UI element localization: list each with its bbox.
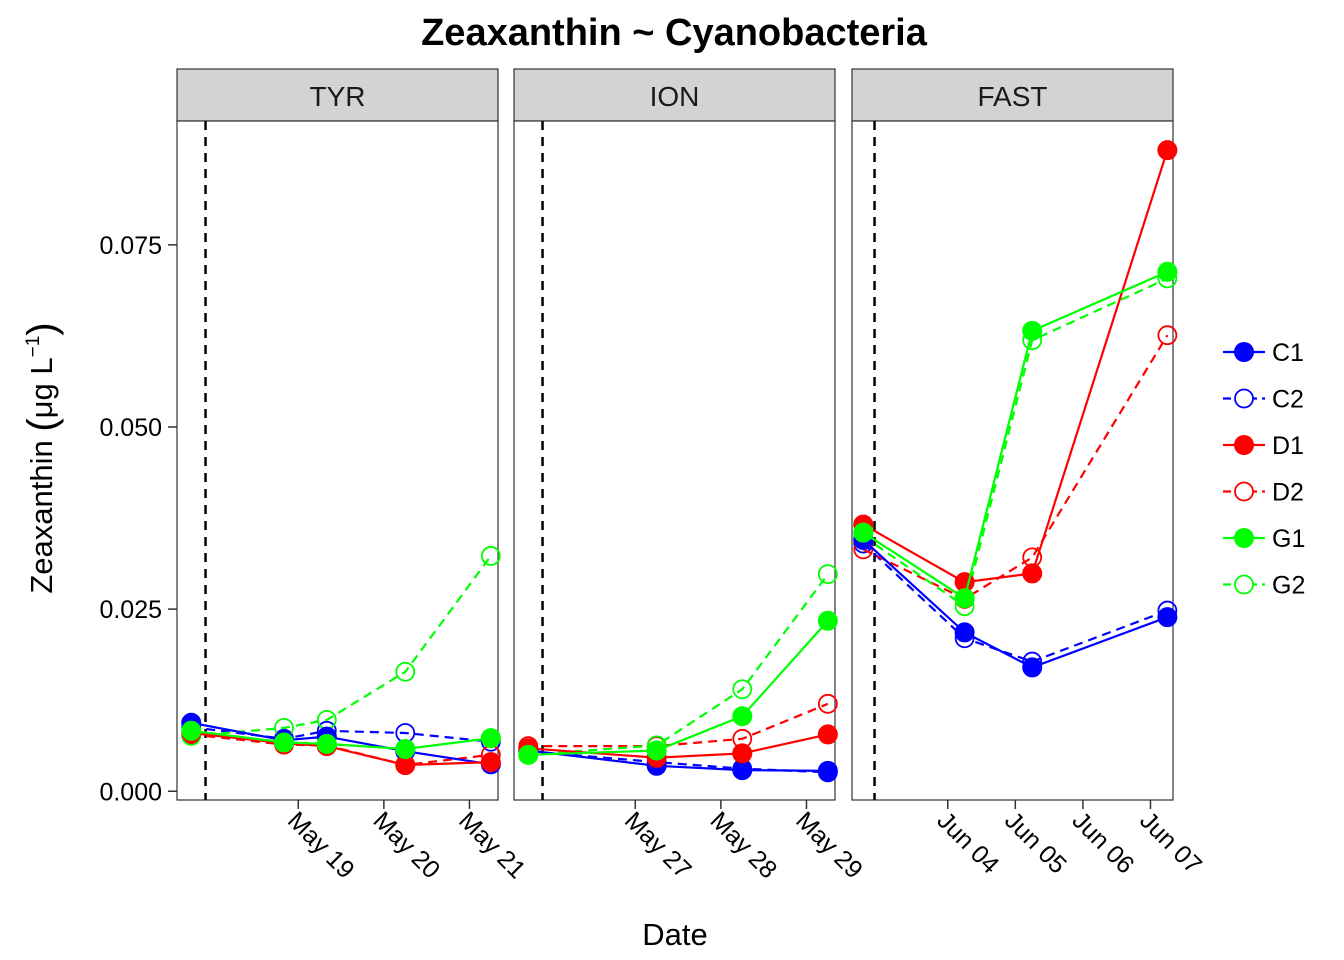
data-point-g1 bbox=[395, 739, 416, 760]
panel-ion: ION May 27 May 28 May 29 bbox=[513, 68, 868, 884]
data-point-g2 bbox=[395, 661, 416, 682]
y-tick-label: 0.000 bbox=[99, 778, 162, 806]
data-point-g2 bbox=[480, 546, 501, 566]
legend-label: C2 bbox=[1272, 386, 1304, 414]
strip-background bbox=[851, 68, 1174, 122]
data-point-g1 bbox=[1157, 261, 1178, 282]
y-axis-title-main: Zeaxanthin bbox=[24, 432, 59, 594]
y-axis-title-unit: μg L bbox=[24, 357, 59, 418]
chart-title: Zeaxanthin ~ Cyanobacteria bbox=[421, 12, 928, 54]
legend-key-point bbox=[1234, 342, 1254, 362]
panels: TYR May 19 May 20 May 21 ION May 27 May 28 May … bbox=[176, 68, 1207, 884]
x-tick-label: May 21 bbox=[453, 806, 531, 884]
y-axis-title-close-paren: ) bbox=[20, 322, 64, 335]
legend-key-point bbox=[1234, 388, 1254, 409]
x-tick-label: May 19 bbox=[282, 806, 360, 884]
legend-label: G2 bbox=[1272, 572, 1305, 600]
x-tick-label: May 20 bbox=[368, 806, 446, 884]
panel-border bbox=[513, 120, 836, 801]
data-point-d2 bbox=[817, 693, 838, 714]
x-tick-label: Jun 06 bbox=[1067, 806, 1140, 879]
legend: C1 C2 D1 D2 G1 G2 bbox=[1223, 339, 1305, 600]
panel-tyr: TYR May 19 May 20 May 21 bbox=[176, 68, 531, 884]
legend-item-c1: C1 bbox=[1223, 339, 1304, 367]
x-tick-label: Jun 07 bbox=[1134, 806, 1207, 879]
series-line-g1 bbox=[528, 620, 829, 756]
legend-item-g1: G1 bbox=[1223, 525, 1305, 553]
data-point-d1 bbox=[1157, 140, 1178, 161]
legend-key-point bbox=[1234, 528, 1254, 548]
y-tick-label: 0.075 bbox=[99, 232, 162, 260]
legend-key-point bbox=[1234, 435, 1254, 455]
data-point-g1 bbox=[646, 740, 667, 761]
series-line-c1 bbox=[528, 749, 828, 772]
data-point-d1 bbox=[732, 743, 753, 764]
y-tick-label: 0.025 bbox=[99, 596, 162, 624]
legend-item-d2: D2 bbox=[1223, 479, 1304, 507]
y-axis-title-superscript: −1 bbox=[23, 336, 44, 358]
data-point-g1 bbox=[853, 522, 874, 543]
legend-label: D2 bbox=[1272, 479, 1304, 507]
legend-key-point bbox=[1234, 574, 1254, 595]
data-point-g1 bbox=[817, 610, 838, 631]
series-line-g2 bbox=[191, 555, 492, 737]
data-point-g1 bbox=[1022, 320, 1043, 341]
data-point-g1 bbox=[954, 588, 975, 609]
data-point-d2 bbox=[1157, 325, 1178, 346]
legend-item-c2: C2 bbox=[1223, 386, 1304, 414]
y-axis-title-open-paren: ( bbox=[20, 418, 64, 432]
strip-label: TYR bbox=[310, 81, 366, 112]
legend-label: C1 bbox=[1272, 339, 1304, 367]
x-axis-title: Date bbox=[642, 917, 707, 952]
x-tick-label: May 27 bbox=[619, 806, 697, 884]
x-tick-label: Jun 04 bbox=[931, 806, 1004, 879]
data-point-c1 bbox=[1022, 657, 1043, 678]
data-point-d1 bbox=[480, 752, 501, 773]
data-point-c1 bbox=[1157, 607, 1178, 628]
legend-item-d1: D1 bbox=[1223, 432, 1304, 460]
data-point-c1 bbox=[954, 622, 975, 643]
y-axis-title: Zeaxanthin (μg L−1) bbox=[20, 322, 64, 593]
data-point-d1 bbox=[817, 724, 838, 745]
series-line-g1 bbox=[862, 270, 1168, 600]
legend-label: D1 bbox=[1272, 432, 1304, 460]
legend-item-g2: G2 bbox=[1223, 572, 1305, 600]
series-line-d1 bbox=[862, 149, 1169, 584]
data-point-g1 bbox=[732, 706, 753, 727]
data-point-g1 bbox=[274, 732, 294, 753]
legend-key-point bbox=[1234, 481, 1254, 502]
series-line-c1 bbox=[862, 539, 1168, 669]
strip-background bbox=[176, 68, 499, 122]
data-point-g2 bbox=[817, 564, 838, 585]
strip-label: FAST bbox=[977, 81, 1047, 112]
panel-border bbox=[176, 120, 499, 801]
legend-label: G1 bbox=[1272, 525, 1305, 553]
data-point-g2 bbox=[732, 679, 753, 700]
data-point-c1 bbox=[732, 760, 753, 781]
x-tick-label: May 29 bbox=[790, 806, 868, 884]
data-point-g1 bbox=[518, 744, 539, 765]
data-point-g1 bbox=[480, 728, 501, 749]
panel-border bbox=[851, 120, 1174, 801]
x-tick-label: May 28 bbox=[705, 806, 783, 884]
series-line-g2 bbox=[528, 573, 829, 756]
series-line-d2 bbox=[528, 702, 829, 748]
strip-label: ION bbox=[650, 81, 700, 112]
strip-background bbox=[513, 68, 836, 122]
data-point-g1 bbox=[181, 720, 202, 741]
y-axis: 0.000 0.025 0.050 0.075 bbox=[99, 232, 177, 806]
data-point-d1 bbox=[1022, 563, 1043, 584]
series-line-g2 bbox=[862, 277, 1168, 609]
y-tick-label: 0.050 bbox=[99, 414, 162, 442]
data-point-c1 bbox=[817, 760, 838, 781]
x-tick-label: Jun 05 bbox=[999, 806, 1072, 879]
data-point-g1 bbox=[316, 733, 337, 754]
